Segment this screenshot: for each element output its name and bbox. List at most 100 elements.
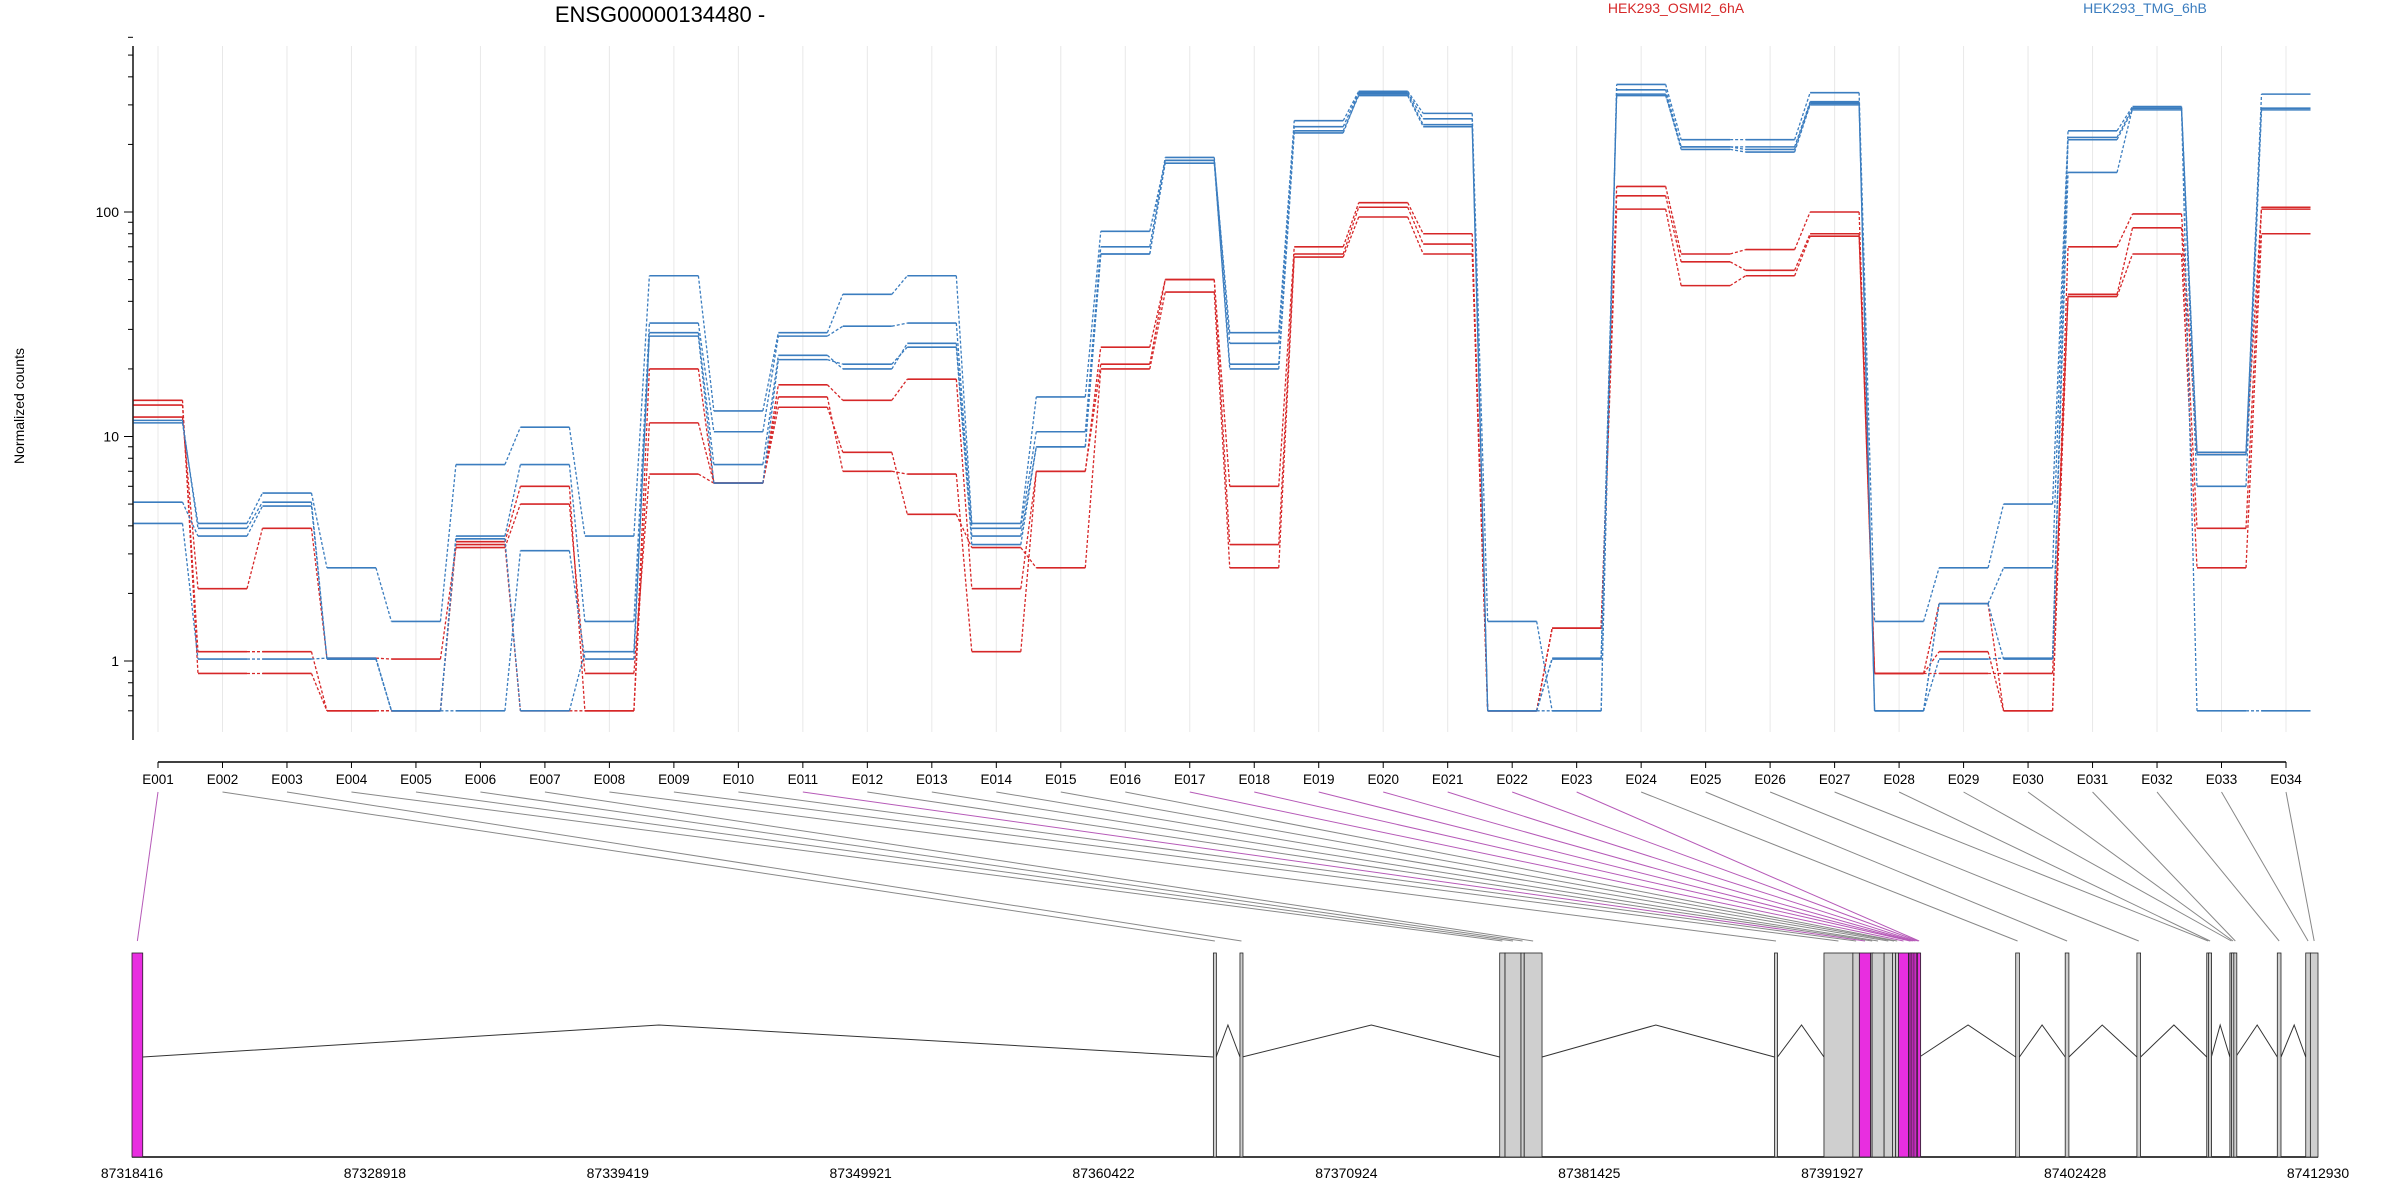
connector-e005 <box>415 791 1514 942</box>
transition-segment <box>1407 216 1424 255</box>
transition-segment <box>1729 275 1746 287</box>
x-tick-label-e032: E032 <box>2141 772 2173 787</box>
transition-segment <box>762 407 779 484</box>
transition-segment <box>1278 246 1295 487</box>
connector-e034 <box>2285 791 2315 942</box>
exon-box-e007 <box>1523 952 1543 1158</box>
transition-segment <box>1794 233 1811 271</box>
transition-segment <box>504 538 522 711</box>
gene-model <box>131 952 2319 1158</box>
x-tick-label-e030: E030 <box>2012 772 2044 787</box>
transition-segment <box>2116 213 2134 248</box>
transition-segment <box>1342 207 1360 255</box>
x-tick-label-e023: E023 <box>1561 772 1593 787</box>
transition-segment <box>826 384 844 401</box>
exon-box-e028 <box>2208 952 2213 1158</box>
x-tick-label-e012: E012 <box>852 772 884 787</box>
exon-box-e034 <box>2309 952 2319 1158</box>
x-tick-label-e003: E003 <box>271 772 303 787</box>
transition-segment <box>1471 126 1489 711</box>
y-axis-label: Normalized counts <box>11 348 27 464</box>
transition-segment <box>1149 279 1166 348</box>
intron-line <box>1242 1024 1500 1058</box>
transition-segment <box>1342 90 1360 122</box>
transition-segment <box>1858 236 1876 674</box>
transition-segment <box>891 346 908 365</box>
transition-segment <box>181 405 199 652</box>
coordinate-label: 87391927 <box>1801 1165 1864 1181</box>
transition-segment <box>1665 89 1682 148</box>
transition-segment <box>2180 227 2198 529</box>
transition-segment <box>246 501 264 529</box>
transition-segment <box>1407 93 1424 125</box>
legend-entry-tmg: HEK293_TMG_6hB <box>2083 0 2207 16</box>
transition-segment <box>1536 628 1553 711</box>
transition-segment <box>697 422 715 484</box>
transition-segment <box>1794 211 1811 250</box>
connector-e024 <box>1640 791 2018 942</box>
y-tick-label: 10 <box>103 429 119 445</box>
exon-box-e015 <box>1892 952 1897 1158</box>
exon-connector-lines <box>136 791 2315 942</box>
connector-e020 <box>1383 791 1914 942</box>
connector-e013 <box>931 791 1879 942</box>
exon-box-e025 <box>2064 952 2070 1158</box>
coordinate-label: 87349921 <box>830 1165 893 1181</box>
transition-segment <box>762 336 779 432</box>
coordinate-label: 87370924 <box>1315 1165 1378 1181</box>
transition-segment <box>504 544 522 711</box>
exon-box-e026 <box>2136 952 2142 1158</box>
transition-segment <box>310 673 328 712</box>
transition-segment <box>633 336 651 652</box>
genomic-coordinate-labels: 87318416 87328918 87339419 87349921 87360422… <box>101 1165 2350 1181</box>
chart-title: ENSG00000134480 - <box>555 2 765 27</box>
transition-segment <box>1987 503 2005 568</box>
transition-segment <box>1987 603 2005 711</box>
transition-segment <box>2180 108 2198 711</box>
transition-segment <box>2116 227 2134 295</box>
transition-segment <box>1278 257 1295 568</box>
transition-segment <box>1407 202 1424 235</box>
transition-segment <box>1665 95 1682 148</box>
connector-e019 <box>1318 791 1912 942</box>
transition-segment <box>891 322 908 327</box>
transition-segment <box>1858 92 1876 622</box>
intron-line <box>142 1024 1214 1058</box>
transition-segment <box>1084 364 1102 472</box>
transition-segment <box>762 396 779 484</box>
transition-segment <box>2180 109 2198 453</box>
transition-segment <box>1922 603 1940 674</box>
transition-segment <box>568 651 586 711</box>
transition-segment <box>1084 253 1102 447</box>
connector-e002 <box>222 791 1215 942</box>
transition-segment <box>2051 172 2069 659</box>
transition-segment <box>891 275 908 295</box>
transition-segment <box>181 501 199 537</box>
transition-segment <box>310 528 328 659</box>
transition-segment <box>2051 294 2069 674</box>
exon-box-e004 <box>1499 952 1506 1158</box>
connector-e009 <box>673 791 1839 942</box>
transition-segment <box>1342 216 1360 258</box>
transition-segment <box>375 657 393 711</box>
transition-segment <box>698 473 715 484</box>
legend-entry-osmi2: HEK293_OSMI2_6hA <box>1608 0 1745 16</box>
x-tick-label-e020: E020 <box>1367 772 1399 787</box>
connector-e029 <box>1963 791 2232 942</box>
transition-segment <box>310 492 328 568</box>
transition-segment <box>697 336 715 484</box>
transition-segment <box>891 470 908 475</box>
connector-e017 <box>1189 791 1904 942</box>
transition-segment <box>246 528 264 589</box>
transition-segment <box>2245 233 2263 568</box>
x-tick-label-e009: E009 <box>658 772 690 787</box>
transition-segment <box>1922 658 1940 711</box>
connector-e004 <box>351 791 1503 942</box>
transition-segment <box>2051 137 2069 568</box>
x-tick-label-e016: E016 <box>1110 772 1142 787</box>
x-tick-label-e022: E022 <box>1496 772 1528 787</box>
transition-segment <box>1342 95 1360 132</box>
intron-line <box>1215 1023 1241 1058</box>
transition-segment <box>375 567 393 622</box>
coordinate-label: 87412930 <box>2287 1165 2350 1181</box>
